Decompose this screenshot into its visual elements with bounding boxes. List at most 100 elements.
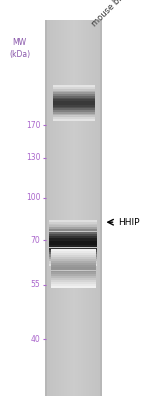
Bar <box>56 20 57 396</box>
Bar <box>46 20 47 396</box>
Bar <box>52 92 94 94</box>
Bar <box>51 257 96 259</box>
Bar <box>93 20 94 396</box>
Bar <box>50 243 98 245</box>
Bar <box>51 280 96 282</box>
Bar <box>86 20 87 396</box>
Bar <box>52 94 94 96</box>
Bar <box>75 20 76 396</box>
Bar <box>48 20 49 396</box>
Bar <box>85 20 86 396</box>
Bar <box>51 276 96 278</box>
Bar <box>51 263 96 265</box>
Bar <box>52 119 94 121</box>
Bar <box>50 252 98 255</box>
Bar <box>52 20 53 396</box>
Bar <box>50 250 98 252</box>
Text: HHIP: HHIP <box>118 218 140 227</box>
Bar <box>50 222 98 225</box>
Bar <box>45 20 47 396</box>
Bar <box>92 20 93 396</box>
Bar <box>96 20 97 396</box>
Bar <box>57 20 58 396</box>
Bar <box>91 20 92 396</box>
Bar <box>100 20 101 396</box>
Bar <box>51 274 96 276</box>
Bar <box>95 20 96 396</box>
Text: MW
(kDa): MW (kDa) <box>9 38 30 59</box>
Bar <box>51 282 96 284</box>
Bar <box>72 20 73 396</box>
Bar <box>51 259 96 261</box>
Bar <box>78 20 79 396</box>
Bar <box>51 255 96 257</box>
Bar <box>60 20 61 396</box>
Bar <box>50 234 98 236</box>
Bar <box>73 20 74 396</box>
Bar <box>51 267 96 269</box>
Bar <box>64 20 65 396</box>
Bar <box>47 20 48 396</box>
Bar <box>98 20 99 396</box>
Bar <box>59 20 60 396</box>
Bar <box>81 20 82 396</box>
Bar <box>101 20 102 396</box>
Bar <box>50 20 51 396</box>
Bar <box>66 20 67 396</box>
Bar <box>68 20 69 396</box>
Bar <box>52 108 94 110</box>
Bar <box>53 20 54 396</box>
Bar <box>65 20 66 396</box>
Bar <box>97 20 98 396</box>
Bar <box>54 20 55 396</box>
Bar <box>52 101 94 103</box>
Bar <box>50 264 98 266</box>
Text: 40: 40 <box>31 335 40 344</box>
Bar <box>52 99 94 101</box>
Bar <box>50 248 98 250</box>
Bar <box>63 20 64 396</box>
Bar <box>90 20 91 396</box>
Bar <box>50 220 98 222</box>
Bar <box>52 107 94 108</box>
Bar <box>51 269 96 270</box>
Bar <box>52 89 94 90</box>
Bar <box>51 265 96 267</box>
Bar <box>99 20 100 396</box>
Bar <box>100 20 102 396</box>
Bar <box>50 227 98 229</box>
Bar <box>51 261 96 263</box>
Bar <box>52 117 94 119</box>
Bar <box>62 20 63 396</box>
Text: 70: 70 <box>31 236 40 245</box>
Bar <box>50 257 98 259</box>
Bar <box>50 259 98 261</box>
Bar <box>69 20 70 396</box>
Bar <box>55 20 56 396</box>
Text: mouse brain: mouse brain <box>90 0 133 28</box>
Bar <box>50 231 98 234</box>
Bar <box>52 110 94 112</box>
Bar <box>50 238 98 240</box>
Bar <box>94 20 95 396</box>
Bar <box>51 286 96 288</box>
Bar <box>76 20 77 396</box>
Bar <box>51 272 96 274</box>
Bar <box>50 245 98 248</box>
Bar <box>52 112 94 114</box>
Bar <box>71 20 72 396</box>
Bar <box>61 20 62 396</box>
Bar <box>77 20 78 396</box>
Bar <box>58 20 59 396</box>
Bar <box>49 20 50 396</box>
Bar <box>82 20 83 396</box>
Bar <box>51 249 96 251</box>
Bar <box>50 241 98 243</box>
Bar <box>50 236 98 238</box>
Bar <box>70 20 71 396</box>
Bar <box>52 87 94 88</box>
Text: 170: 170 <box>26 121 40 130</box>
Bar <box>89 20 90 396</box>
Bar <box>83 20 84 396</box>
Bar <box>52 96 94 98</box>
